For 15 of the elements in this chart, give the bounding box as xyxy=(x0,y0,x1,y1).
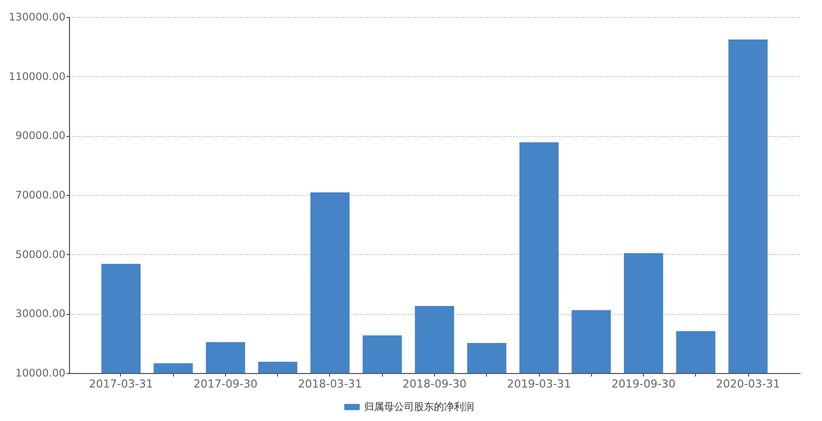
y-tick-label: 10000.00 xyxy=(15,368,66,380)
x-tick-label: 2020-03-31 xyxy=(716,378,780,390)
y-tick-label: 110000.00 xyxy=(8,70,66,83)
x-tick-label: 2018-03-31 xyxy=(298,378,362,390)
y-tick-label: 50000.00 xyxy=(15,248,66,261)
x-tick-label: 2017-03-31 xyxy=(89,378,153,390)
legend-label: 归属母公司股东的净利润 xyxy=(364,401,474,413)
y-tick-label: 70000.00 xyxy=(15,190,66,202)
x-tick-label: 2019-03-31 xyxy=(507,378,571,390)
x-tick-label: 2019-09-30 xyxy=(612,378,676,390)
y-tick-label: 30000.00 xyxy=(15,308,66,320)
x-tick-label: 2017-09-30 xyxy=(194,378,258,390)
y-tick-label: 130000.00 xyxy=(8,12,66,24)
x-tick-label: 2018-09-30 xyxy=(402,378,466,390)
y-tick-label: 90000.00 xyxy=(15,130,66,142)
